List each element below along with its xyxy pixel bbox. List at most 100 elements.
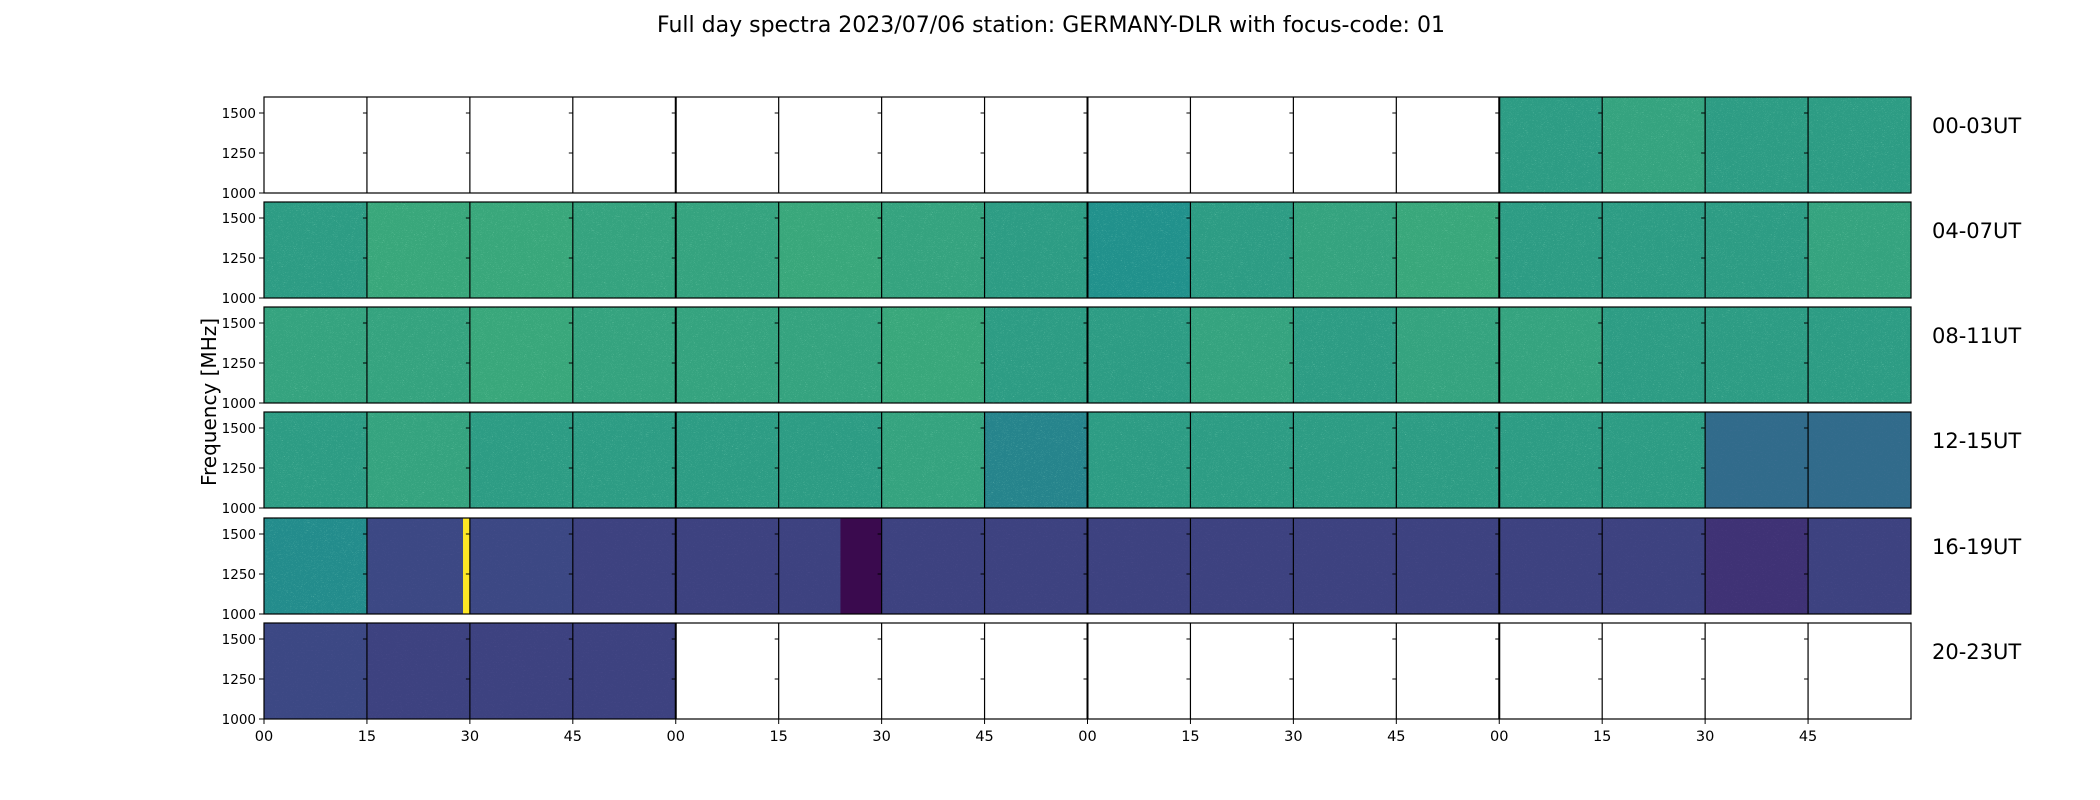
spectrum-cell-texture (366, 412, 471, 508)
spectrum-cell-texture (1499, 412, 1603, 508)
spectrum-cell-texture (778, 307, 883, 403)
empty-cell (1499, 623, 1603, 719)
spectrum-cell-texture (469, 623, 574, 719)
spectrum-cell-texture (1602, 307, 1706, 403)
empty-cell (984, 97, 1088, 193)
empty-cell (366, 97, 470, 193)
spectrum-cell-texture (984, 412, 1088, 508)
y-tick-label: 1000 (222, 607, 256, 623)
spectrum-cell-texture (1499, 518, 1603, 614)
empty-cell (1705, 623, 1809, 719)
y-tick-label: 1500 (222, 106, 256, 122)
x-tick-label: 30 (1696, 729, 1714, 745)
spectrum-cell-texture (1190, 518, 1294, 614)
spectrum-cell-texture (1396, 202, 1500, 298)
empty-cell (778, 97, 882, 193)
x-tick-label: 00 (1490, 729, 1508, 745)
empty-cell (778, 623, 882, 719)
spectrum-cell-texture (1293, 202, 1397, 298)
x-tick-label: 15 (1181, 729, 1199, 745)
empty-cell (1396, 623, 1500, 719)
y-tick-label: 1250 (222, 672, 256, 688)
spectrum-cell-texture (984, 307, 1088, 403)
spectrum-cell-texture (572, 307, 677, 403)
row-frame (263, 201, 1912, 299)
spectrum-cell-texture (675, 202, 780, 298)
x-tick-label: 30 (461, 729, 479, 745)
y-tick-label: 1250 (222, 251, 256, 267)
spectrum-cell-texture (469, 202, 574, 298)
empty-cell (1087, 97, 1191, 193)
spectrum-cell-texture (469, 518, 574, 614)
x-tick-label: 45 (564, 729, 582, 745)
empty-cell (1293, 97, 1397, 193)
spectrum-cell-texture (1705, 412, 1809, 508)
spectra-row-04-07ut: 1500 1250 1000 04-07UT (222, 201, 2021, 307)
spectrum-cell-texture (1808, 307, 1912, 403)
spectrum-cell-texture (264, 202, 368, 298)
empty-cell (1602, 623, 1706, 719)
empty-cell (881, 623, 985, 719)
y-tick-label: 1250 (222, 567, 256, 583)
spectrum-cell-texture (366, 307, 471, 403)
empty-cell (984, 623, 1088, 719)
empty-cell (1190, 97, 1294, 193)
row-label: 16-19UT (1932, 535, 2021, 559)
spectrum-cell-texture (675, 307, 780, 403)
spectrum-cell-texture (469, 307, 574, 403)
y-tick-label: 1000 (222, 712, 256, 728)
spectrum-cell-texture (881, 307, 986, 403)
spectrum-cell-texture (366, 518, 471, 614)
spectrum-cell-texture (1190, 307, 1294, 403)
spectrum-cell-texture (1602, 202, 1706, 298)
spectrum-cell-texture (1602, 518, 1706, 614)
spectrum-cell-texture (366, 202, 471, 298)
spectrum-cell-texture (675, 518, 780, 614)
spectrum-cell-texture (1087, 202, 1191, 298)
row-label: 20-23UT (1932, 640, 2021, 664)
y-tick-label: 1500 (222, 211, 256, 227)
row-label: 00-03UT (1932, 114, 2021, 138)
row-frame (263, 517, 1912, 615)
spectrum-cell-texture (572, 412, 677, 508)
chart-title: Full day spectra 2023/07/06 station: GER… (657, 13, 1445, 38)
x-tick-label: 30 (872, 729, 890, 745)
spectrum-cell-texture (572, 518, 677, 614)
spectrum-cell-texture (366, 623, 471, 719)
y-tick-label: 1500 (222, 421, 256, 437)
spectrum-cell-texture (1808, 202, 1912, 298)
spectrum-cell-texture (1808, 518, 1912, 614)
x-tick-label: 45 (1799, 729, 1817, 745)
empty-cell (881, 97, 985, 193)
row-label: 04-07UT (1932, 219, 2021, 243)
x-tick-label: 45 (1387, 729, 1405, 745)
row-label: 12-15UT (1932, 429, 2021, 453)
empty-cell (1190, 623, 1294, 719)
x-tick-label: 00 (255, 729, 273, 745)
empty-cell (1293, 623, 1397, 719)
spectra-row-00-03ut: 1500 1250 1000 00-03UT (222, 96, 2021, 202)
spectrum-cell-texture (1705, 307, 1809, 403)
spectrum-cell-texture (1293, 518, 1397, 614)
spectrum-cell-texture (1499, 97, 1603, 193)
spectrum-cell-texture (675, 412, 780, 508)
spectra-row-08-11ut: 1500 1250 1000 08-11UT (222, 306, 2021, 412)
spectrum-cell-texture (778, 202, 883, 298)
row-label: 08-11UT (1932, 324, 2021, 348)
y-tick-label: 1500 (222, 316, 256, 332)
spectrum-cell-texture (1087, 412, 1191, 508)
spectrum-cell-texture (1705, 202, 1809, 298)
y-axis-label: Frequency [MHz] (197, 318, 221, 486)
x-tick-label: 15 (358, 729, 376, 745)
spectra-rows: 15001250100000-03UT15001250100004-07UT15… (222, 96, 2021, 728)
spectrum-cell-texture (1705, 518, 1809, 614)
spectrum-cell-texture (1396, 518, 1500, 614)
spectrum-cell-texture (984, 518, 1088, 614)
spectrum-cell-texture (1396, 412, 1500, 508)
empty-cell (1087, 623, 1191, 719)
spectrum-cell-texture (1190, 202, 1294, 298)
spectrum-cell-texture (1499, 307, 1603, 403)
row-frame (263, 411, 1912, 509)
spectrum-annotation (463, 518, 470, 614)
empty-cell (1808, 623, 1911, 719)
